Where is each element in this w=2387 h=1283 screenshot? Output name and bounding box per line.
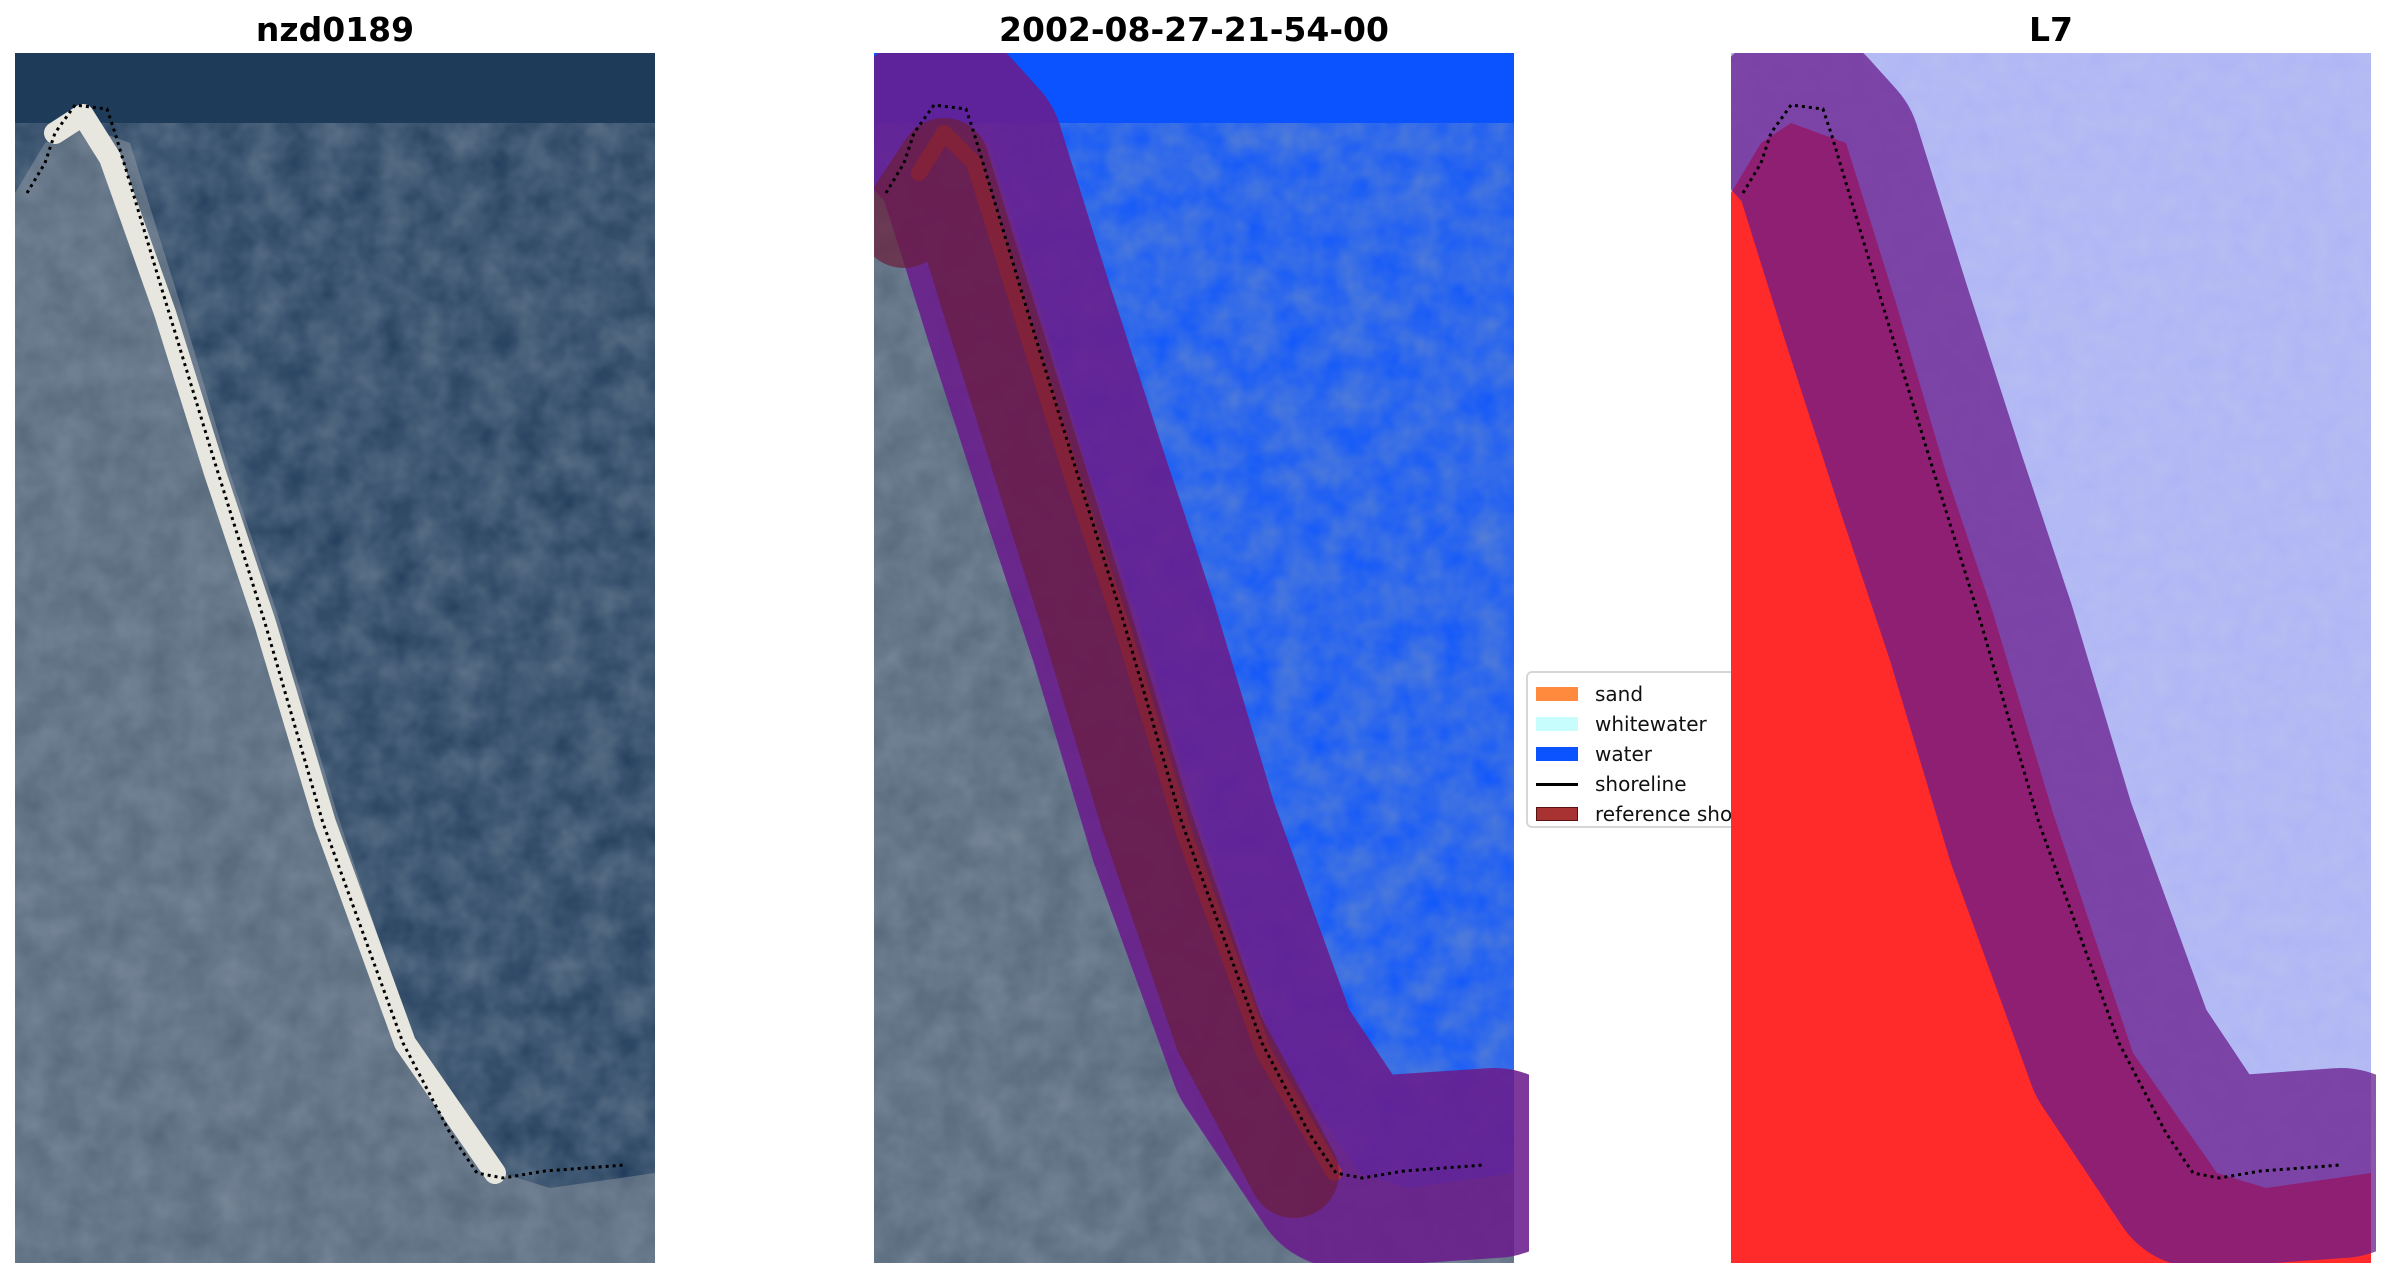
rgb-image-panel <box>15 53 655 1263</box>
legend: sand whitewater water shoreline referenc… <box>1526 671 1736 828</box>
rgb-image <box>15 53 655 1263</box>
reference-shoreline-swatch <box>1536 807 1578 821</box>
beach-strip <box>44 104 506 1184</box>
index-image <box>1731 53 2376 1263</box>
sand-swatch <box>1536 687 1578 701</box>
whitewater-swatch <box>1536 717 1578 731</box>
panel-title-classification: 2002-08-27-21-54-00 <box>999 10 1389 49</box>
classification-image <box>874 53 1529 1263</box>
legend-label-shoreline: shoreline <box>1595 772 1687 796</box>
panel-title-rgb: nzd0189 <box>255 10 415 49</box>
index-panel <box>1731 53 2376 1263</box>
legend-label-whitewater: whitewater <box>1595 712 1707 736</box>
shoreline-swatch <box>1536 783 1578 786</box>
legend-item-whitewater: whitewater <box>1528 709 1734 739</box>
legend-item-reference-shoreline: reference sho <box>1528 799 1734 826</box>
legend-item-shoreline: shoreline <box>1528 769 1734 799</box>
legend-item-water: water <box>1528 739 1734 769</box>
reference-buffer <box>1731 53 2376 1263</box>
legend-label-sand: sand <box>1595 682 1644 706</box>
water-swatch <box>1536 747 1578 761</box>
classification-panel <box>874 53 1529 1263</box>
legend-label-water: water <box>1595 742 1652 766</box>
reference-shoreline-band <box>874 118 1339 1218</box>
legend-label-reference-shoreline: reference sho <box>1595 802 1733 826</box>
panel-title-index: L7 <box>2029 10 2073 49</box>
legend-item-sand: sand <box>1528 679 1734 709</box>
